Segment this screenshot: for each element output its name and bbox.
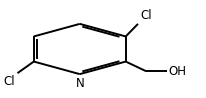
Text: N: N — [75, 77, 84, 90]
Text: OH: OH — [169, 65, 187, 78]
Text: Cl: Cl — [4, 75, 15, 88]
Text: Cl: Cl — [140, 9, 152, 22]
